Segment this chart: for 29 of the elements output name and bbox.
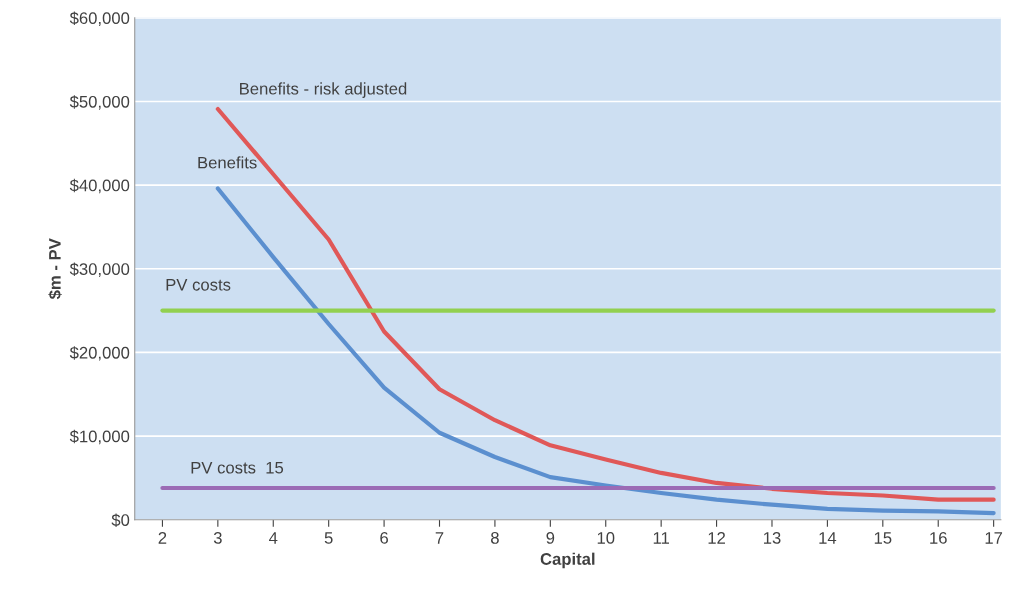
y-axis-title: $m - PV (48, 238, 62, 300)
x-tick-label: 14 (819, 532, 837, 544)
series-label: Benefits (198, 156, 257, 169)
y-tick-label: $50,000 (69, 95, 130, 110)
x-tick-label: 9 (546, 532, 555, 544)
x-axis-title: Capital (540, 552, 595, 569)
x-tick-label: 5 (324, 532, 333, 544)
series-label: PV costs 15 (191, 461, 284, 474)
x-tick-label: 16 (930, 532, 947, 544)
x-tick-label: 6 (380, 532, 388, 544)
x-tick-label: 13 (763, 532, 781, 544)
x-tick-label: 10 (597, 532, 615, 544)
series-label: Benefits - risk adjusted (240, 82, 407, 98)
x-tick-label: 17 (985, 532, 1003, 544)
x-tick-label: 11 (653, 532, 669, 544)
y-tick-label: $30,000 (69, 262, 130, 277)
series-label: PV costs (166, 279, 231, 291)
y-tick-label: $0 (111, 513, 130, 527)
x-tick-label: 15 (874, 532, 892, 544)
y-tick-label: $60,000 (69, 11, 130, 26)
x-tick-label: 8 (491, 532, 499, 544)
y-tick-label: $10,000 (69, 429, 130, 445)
x-tick-label: 12 (708, 532, 726, 544)
y-tick-label: $20,000 (69, 346, 130, 361)
x-tick-label: 4 (269, 532, 278, 544)
x-tick-label: 7 (435, 532, 444, 544)
x-tick-label: 2 (158, 532, 167, 544)
x-tick-label: 3 (213, 532, 222, 544)
y-tick-label: $40,000 (69, 178, 130, 194)
